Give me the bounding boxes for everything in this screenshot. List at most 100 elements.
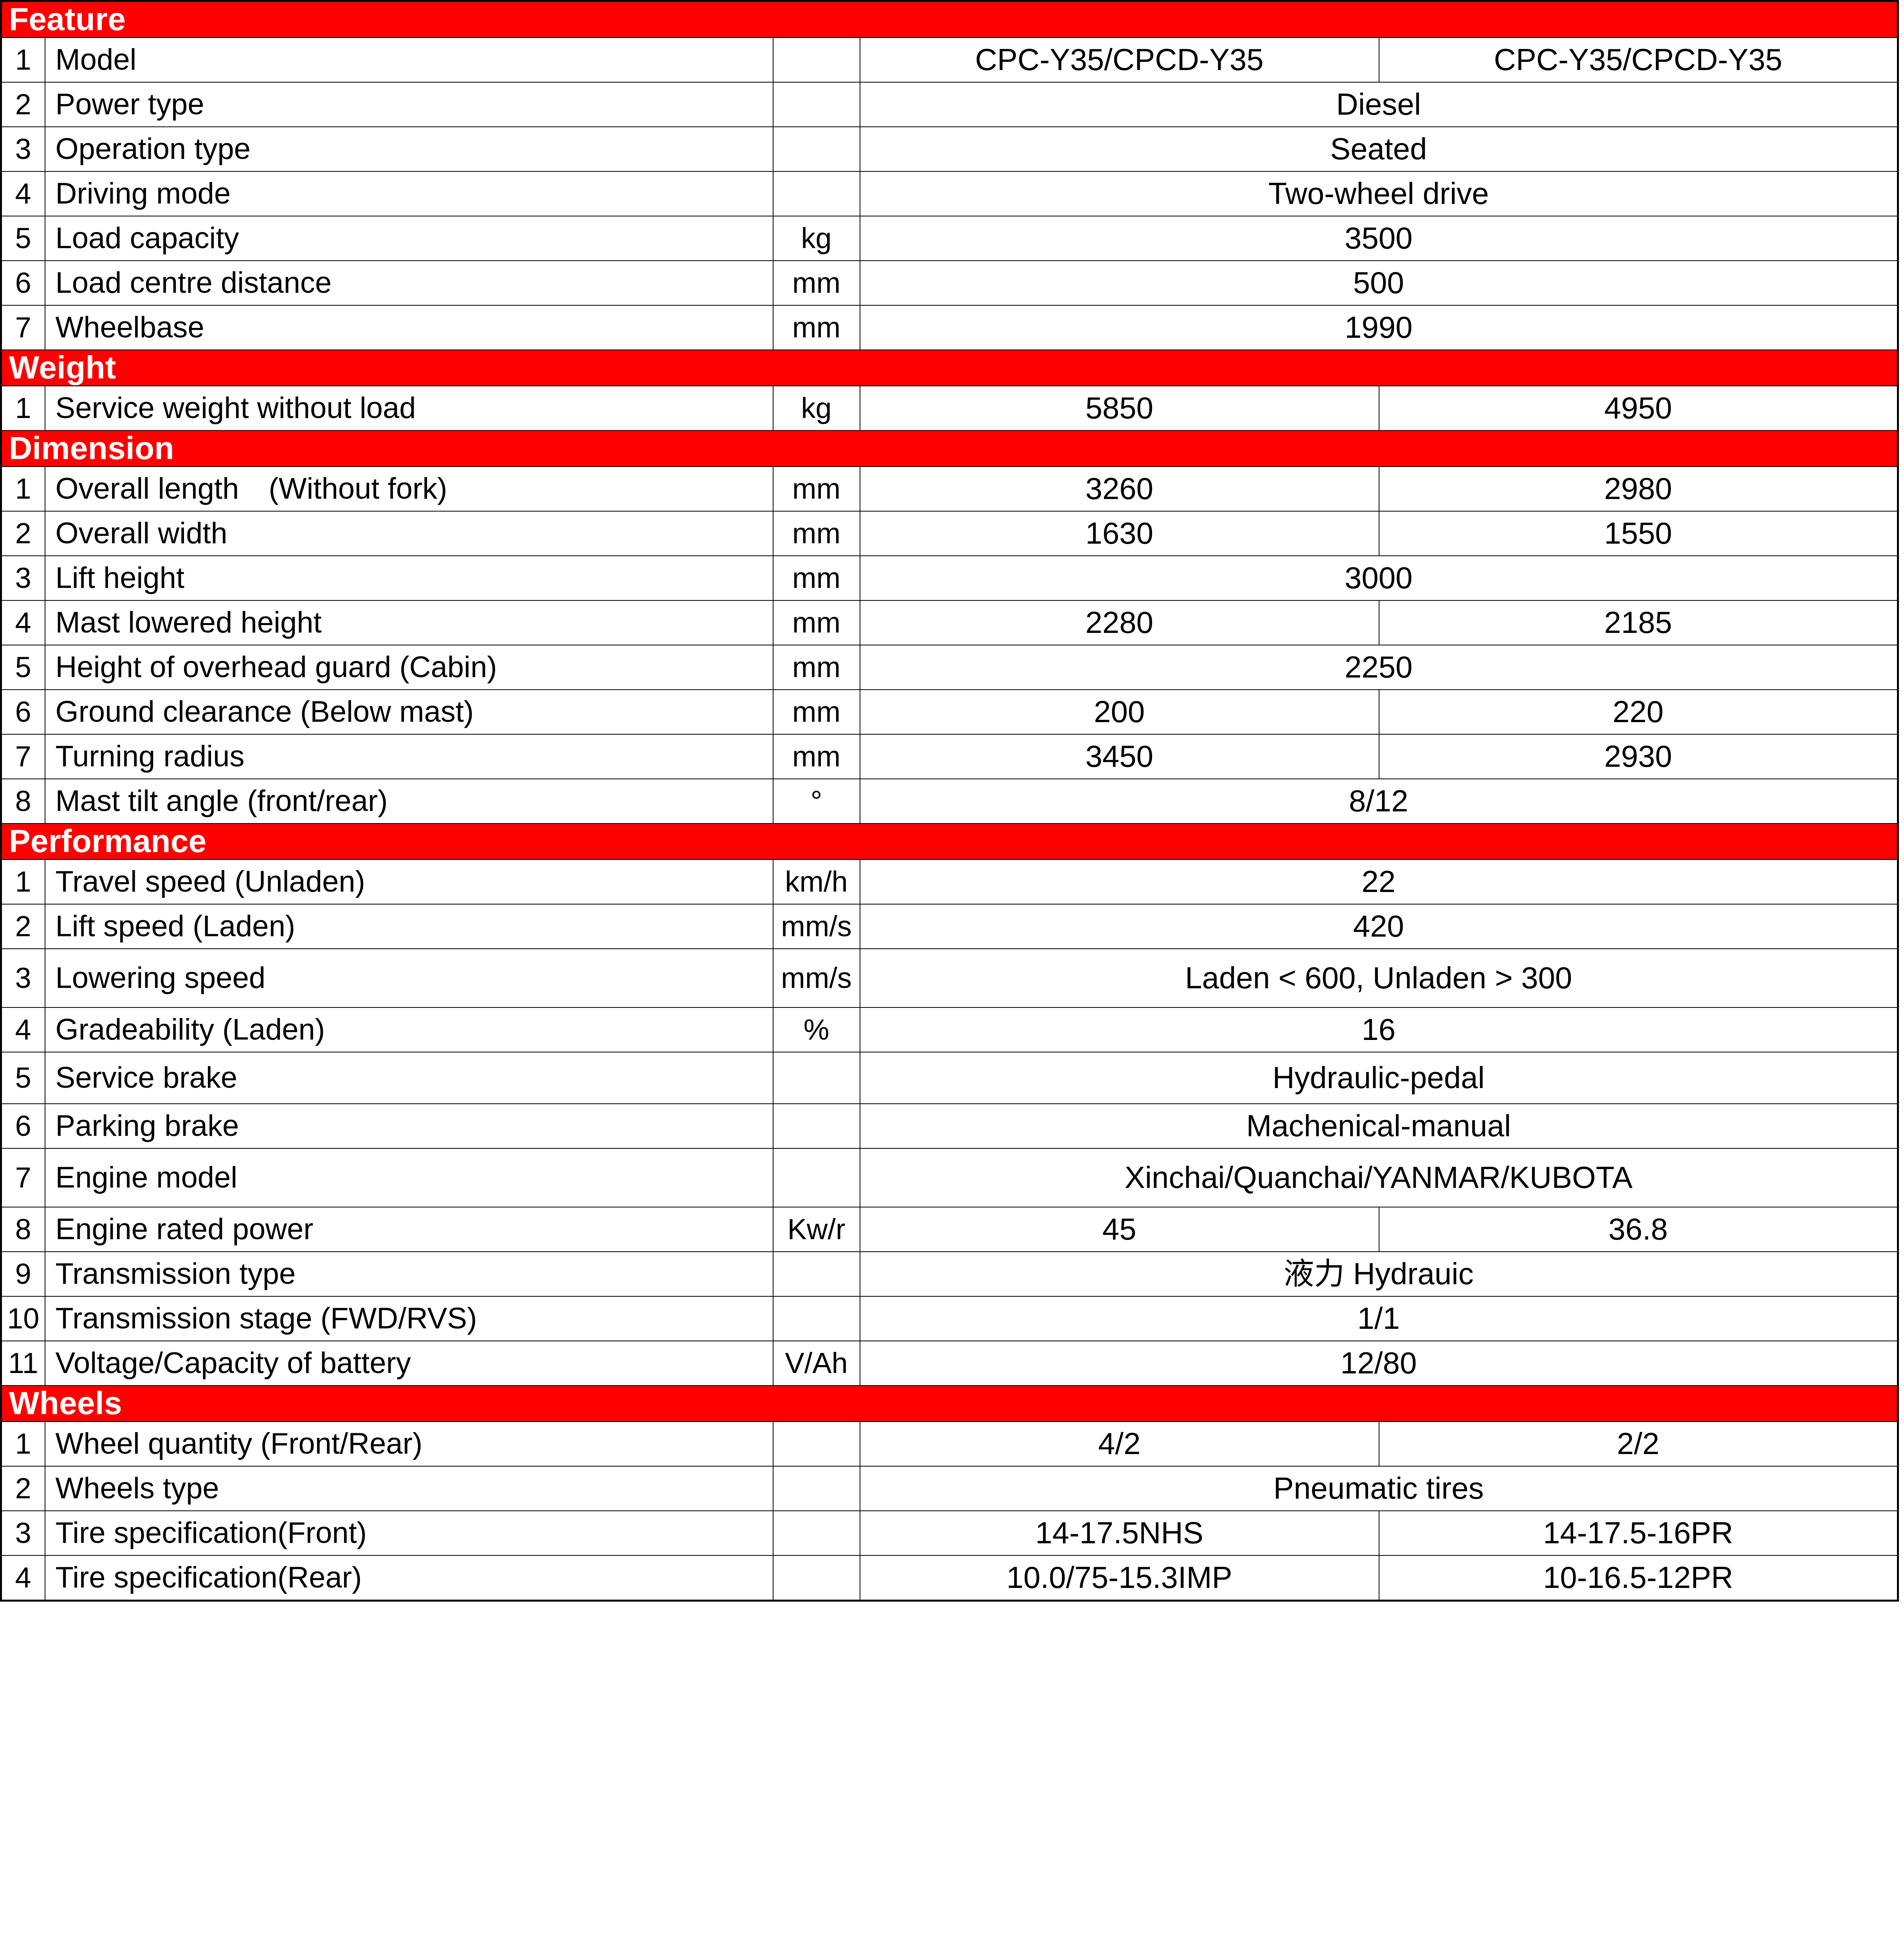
row-index: 1 bbox=[0, 37, 45, 83]
section-title: Feature bbox=[1, 0, 1898, 38]
spec-label: Voltage/Capacity of battery bbox=[44, 1341, 774, 1386]
spec-label: Turning radius bbox=[44, 734, 774, 779]
row-index: 6 bbox=[0, 1103, 45, 1149]
spec-label: Mast tilt angle (front/rear) bbox=[44, 778, 774, 824]
spec-row: 4 Mast lowered height mm 2280 2185 bbox=[0, 600, 1899, 645]
row-index: 9 bbox=[0, 1251, 45, 1297]
spec-value-merged: Seated bbox=[859, 126, 1899, 172]
spec-label: Wheel quantity (Front/Rear) bbox=[44, 1421, 774, 1467]
spec-value-variant-1: 45 bbox=[859, 1207, 1379, 1252]
spec-unit: kg bbox=[772, 386, 860, 431]
spec-unit bbox=[772, 1510, 860, 1556]
spec-label: Travel speed (Unladen) bbox=[44, 859, 774, 905]
spec-unit: % bbox=[772, 1007, 860, 1052]
spec-value-variant-2: 14-17.5-16PR bbox=[1378, 1510, 1899, 1556]
spec-label: Service brake bbox=[44, 1052, 774, 1104]
spec-row: 6 Load centre distance mm 500 bbox=[0, 260, 1899, 306]
spec-row: 4 Tire specification(Rear) 10.0/75-15.3IMP… bbox=[0, 1555, 1899, 1601]
spec-label: Engine rated power bbox=[44, 1207, 774, 1252]
spec-row: 1 Wheel quantity (Front/Rear) 4/2 2/2 bbox=[0, 1421, 1899, 1467]
spec-unit bbox=[772, 171, 860, 216]
spec-unit: mm bbox=[772, 466, 860, 512]
spec-unit: kg bbox=[772, 216, 860, 261]
spec-value-variant-1: 1630 bbox=[859, 511, 1379, 556]
spec-value-merged: 3500 bbox=[859, 216, 1899, 261]
spec-label: Ground clearance (Below mast) bbox=[44, 689, 774, 735]
spec-row: 4 Driving mode Two-wheel drive bbox=[0, 171, 1899, 216]
row-index: 5 bbox=[0, 1052, 45, 1104]
specification-table: Feature 1 Model CPC-Y35/CPCD-Y35 CPC-Y35/CPC… bbox=[0, 0, 1899, 1602]
spec-row: 3 Tire specification(Front) 14-17.5NHS 14-1… bbox=[0, 1510, 1899, 1556]
section-header-row: Wheels bbox=[1, 1385, 1898, 1422]
spec-value-merged: Two-wheel drive bbox=[859, 171, 1899, 216]
spec-label: Transmission stage (FWD/RVS) bbox=[44, 1296, 774, 1341]
spec-value-merged: Xinchai/Quanchai/YANMAR/KUBOTA bbox=[859, 1148, 1899, 1207]
row-index: 7 bbox=[0, 1148, 45, 1207]
spec-unit: V/Ah bbox=[772, 1341, 860, 1386]
section-header-row: Dimension bbox=[1, 430, 1898, 467]
spec-value-variant-2: 220 bbox=[1378, 689, 1899, 735]
spec-label: Tire specification(Rear) bbox=[44, 1555, 774, 1601]
spec-label: Height of overhead guard (Cabin) bbox=[44, 645, 774, 690]
spec-value-merged: 12/80 bbox=[859, 1341, 1899, 1386]
spec-row: 8 Engine rated power Kw/r 45 36.8 bbox=[0, 1207, 1899, 1252]
spec-unit bbox=[772, 1296, 860, 1341]
spec-unit bbox=[772, 1555, 860, 1601]
spec-label: Power type bbox=[44, 82, 774, 127]
row-index: 1 bbox=[0, 859, 45, 905]
row-index: 7 bbox=[0, 734, 45, 779]
spec-label: Operation type bbox=[44, 126, 774, 172]
spec-row: 11 Voltage/Capacity of battery V/Ah 12/80 bbox=[0, 1341, 1899, 1386]
spec-value-variant-1: 10.0/75-15.3IMP bbox=[859, 1555, 1379, 1601]
row-index: 7 bbox=[0, 305, 45, 350]
row-index: 1 bbox=[0, 1421, 45, 1467]
spec-value-variant-2: 2930 bbox=[1378, 734, 1899, 779]
spec-value-variant-2: 10-16.5-12PR bbox=[1378, 1555, 1899, 1601]
spec-unit: mm bbox=[772, 260, 860, 306]
spec-row: 5 Service brake Hydraulic-pedal bbox=[0, 1052, 1899, 1104]
spec-value-variant-2: 4950 bbox=[1378, 386, 1899, 431]
spec-value-merged: 22 bbox=[859, 859, 1899, 905]
spec-unit bbox=[772, 1052, 860, 1104]
spec-unit bbox=[772, 37, 860, 83]
spec-value-variant-1: 2280 bbox=[859, 600, 1379, 645]
spec-label: Transmission type bbox=[44, 1251, 774, 1297]
spec-unit: mm bbox=[772, 734, 860, 779]
spec-unit bbox=[772, 1251, 860, 1297]
spec-value-variant-1: 4/2 bbox=[859, 1421, 1379, 1467]
spec-value-variant-1: 3450 bbox=[859, 734, 1379, 779]
spec-row: 7 Wheelbase mm 1990 bbox=[0, 305, 1899, 350]
row-index: 3 bbox=[0, 126, 45, 172]
spec-row: 2 Wheels type Pneumatic tires bbox=[0, 1466, 1899, 1511]
spec-row: 9 Transmission type 液力 Hydrauic bbox=[0, 1251, 1899, 1297]
spec-value-merged: 3000 bbox=[859, 555, 1899, 601]
row-index: 2 bbox=[0, 1466, 45, 1511]
spec-row: 2 Overall width mm 1630 1550 bbox=[0, 511, 1899, 556]
spec-row: 10 Transmission stage (FWD/RVS) 1/1 bbox=[0, 1296, 1899, 1341]
spec-label: Engine model bbox=[44, 1148, 774, 1207]
row-index: 10 bbox=[0, 1296, 45, 1341]
spec-label: Load centre distance bbox=[44, 260, 774, 306]
spec-value-merged: Laden < 600, Unladen > 300 bbox=[859, 948, 1899, 1008]
spec-label: Tire specification(Front) bbox=[44, 1510, 774, 1556]
spec-unit bbox=[772, 126, 860, 172]
section-title: Performance bbox=[1, 823, 1898, 860]
spec-value-variant-1: 3260 bbox=[859, 466, 1379, 512]
spec-label: Service weight without load bbox=[44, 386, 774, 431]
row-index: 5 bbox=[0, 216, 45, 261]
spec-value-merged: Pneumatic tires bbox=[859, 1466, 1899, 1511]
spec-unit: km/h bbox=[772, 859, 860, 905]
spec-value-variant-2: 36.8 bbox=[1378, 1207, 1899, 1252]
spec-row: 5 Height of overhead guard (Cabin) mm 2250 bbox=[0, 645, 1899, 690]
row-index: 4 bbox=[0, 600, 45, 645]
spec-label: Parking brake bbox=[44, 1103, 774, 1149]
section-header-row: Weight bbox=[1, 350, 1898, 386]
spec-unit: mm bbox=[772, 511, 860, 556]
row-index: 6 bbox=[0, 689, 45, 735]
spec-value-merged: Hydraulic-pedal bbox=[859, 1052, 1899, 1104]
spec-value-merged: 420 bbox=[859, 904, 1899, 949]
spec-row: 3 Operation type Seated bbox=[0, 126, 1899, 172]
spec-row: 1 Service weight without load kg 5850 4950 bbox=[0, 386, 1899, 431]
spec-value-variant-1: 5850 bbox=[859, 386, 1379, 431]
row-index: 4 bbox=[0, 1007, 45, 1052]
